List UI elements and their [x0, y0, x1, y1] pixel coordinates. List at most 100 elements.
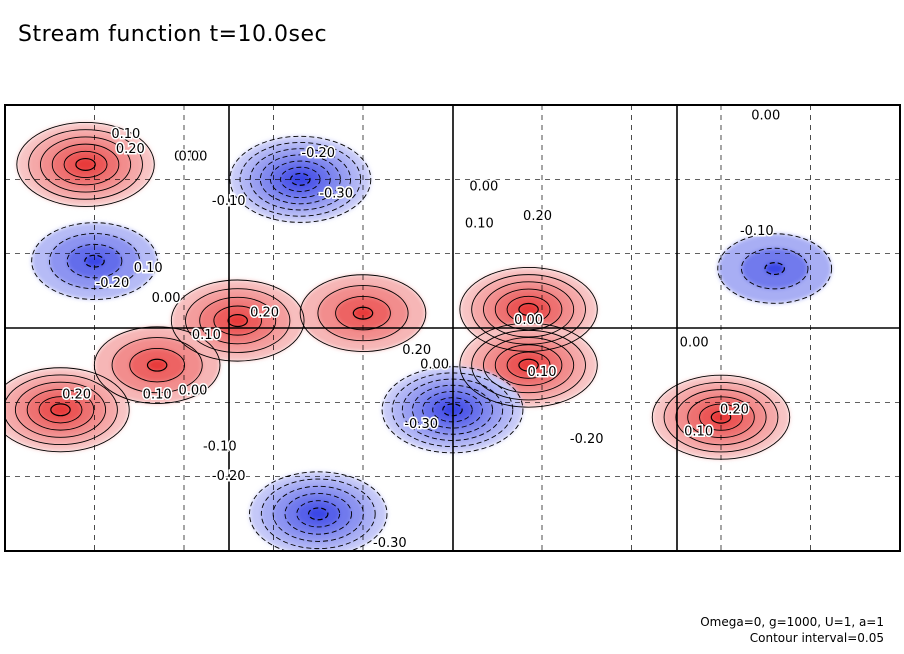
contour-line: [506, 351, 551, 379]
contour-label: -0.10: [203, 439, 237, 454]
contour-line: [272, 485, 364, 542]
footer-notes: Omega=0, g=1000, U=1, a=1 Contour interv…: [700, 614, 884, 646]
contour-label: -0.10: [212, 194, 246, 209]
contour-label: -0.20: [212, 469, 246, 484]
contour-line: [663, 381, 779, 453]
contour-line: [249, 148, 351, 211]
contour-label: -0.30: [319, 187, 353, 202]
contour-label: 0.00: [680, 335, 709, 350]
contour-label: 0.10: [192, 328, 221, 343]
contour-line: [227, 314, 248, 328]
contour-label: 0.10: [134, 261, 163, 276]
contour-line: [199, 296, 277, 345]
field-level: [518, 303, 539, 316]
contour-label: 0.10: [465, 216, 494, 231]
contour-line: [26, 388, 95, 431]
contour-set-11: [717, 233, 833, 304]
contour-line: [471, 274, 586, 345]
contour-label: 0.00: [469, 179, 498, 194]
contour-line: [51, 143, 120, 186]
contour-line: [111, 337, 203, 394]
contour-line: [249, 471, 388, 551]
contour-line: [710, 410, 732, 424]
high-center-1: [5, 367, 130, 452]
contour-line: [764, 262, 785, 276]
contour-line: [129, 347, 185, 383]
field-level: [353, 307, 373, 320]
plot-frame: [4, 104, 901, 552]
contour-label: -0.20: [96, 276, 130, 291]
contour-line: [269, 160, 331, 199]
contour-label: 0.00: [514, 313, 543, 328]
contour-line: [185, 288, 291, 353]
shaded-field-layer: [5, 122, 832, 551]
field-level: [75, 158, 96, 171]
contour-label: 0.00: [152, 291, 181, 306]
low-center-11: [717, 233, 832, 304]
field-level: [290, 173, 311, 186]
contour-line: [28, 129, 143, 200]
contour-label: 0.10: [528, 365, 557, 380]
contour-label: 0.20: [720, 402, 749, 417]
contour-line: [494, 288, 563, 331]
contour-line: [39, 136, 132, 193]
contour-line: [299, 274, 427, 352]
contour-line: [213, 305, 262, 336]
contour-line: [5, 367, 130, 453]
contour-label: -0.20: [570, 432, 604, 447]
contour-line: [740, 247, 809, 290]
contour-line: [296, 500, 341, 528]
contour-line: [494, 344, 563, 386]
contour-line: [239, 142, 362, 217]
high-center-0: [16, 122, 155, 207]
contour-line: [284, 493, 352, 535]
field-level: [518, 359, 539, 372]
field-level: [308, 507, 328, 520]
contour-line: [483, 337, 575, 394]
contour-line: [260, 478, 376, 550]
contour-label: -0.20: [301, 146, 335, 161]
contour-line: [290, 172, 311, 186]
contour-line: [170, 279, 305, 362]
contour-label: 0.20: [250, 306, 279, 321]
contour-set-2: [170, 279, 305, 362]
contour-label: 0.20: [116, 142, 145, 157]
contour-set-0: [16, 122, 155, 207]
contour-label: 0.10: [111, 127, 140, 142]
contour-line: [14, 381, 107, 438]
field-level: [228, 314, 248, 327]
contour-line: [518, 358, 539, 372]
contour-label: 0.20: [402, 343, 431, 358]
contour-label: 0.10: [174, 150, 203, 165]
contour-label: -0.10: [740, 224, 774, 239]
contour-line: [699, 403, 743, 431]
contour-label: 0.20: [62, 387, 91, 402]
contour-line: [50, 403, 71, 417]
field-level: [765, 262, 785, 275]
contour-line: [63, 150, 108, 179]
contour-label: 0.00: [178, 150, 207, 165]
contour-line: [259, 154, 341, 205]
contour-labels: 0.100.20 0.10 -0.20-0.30-0.100.000.000.000…: [61, 107, 782, 552]
high-center-6: [300, 274, 426, 352]
contour-set-4: [459, 322, 598, 408]
contour-line: [146, 358, 168, 372]
contour-set-1: [5, 367, 130, 453]
contour-line: [75, 157, 96, 171]
contour-label: 0.10: [684, 425, 713, 440]
contour-label: 0.20: [523, 209, 552, 224]
contour-line: [459, 266, 598, 352]
contour-label: 0.10: [143, 387, 172, 402]
contour-label: 0.00: [420, 358, 449, 373]
contour-label: -0.30: [373, 536, 407, 551]
low-center-10: [31, 222, 158, 300]
footer-interval: Contour interval=0.05: [749, 631, 884, 645]
contour-line: [16, 122, 155, 207]
contour-line: [506, 295, 551, 323]
contour-line: [471, 329, 586, 401]
contour-set-8: [229, 135, 372, 223]
contour-line: [5, 374, 118, 445]
contour-line: [38, 396, 83, 424]
field-level: [50, 403, 71, 416]
